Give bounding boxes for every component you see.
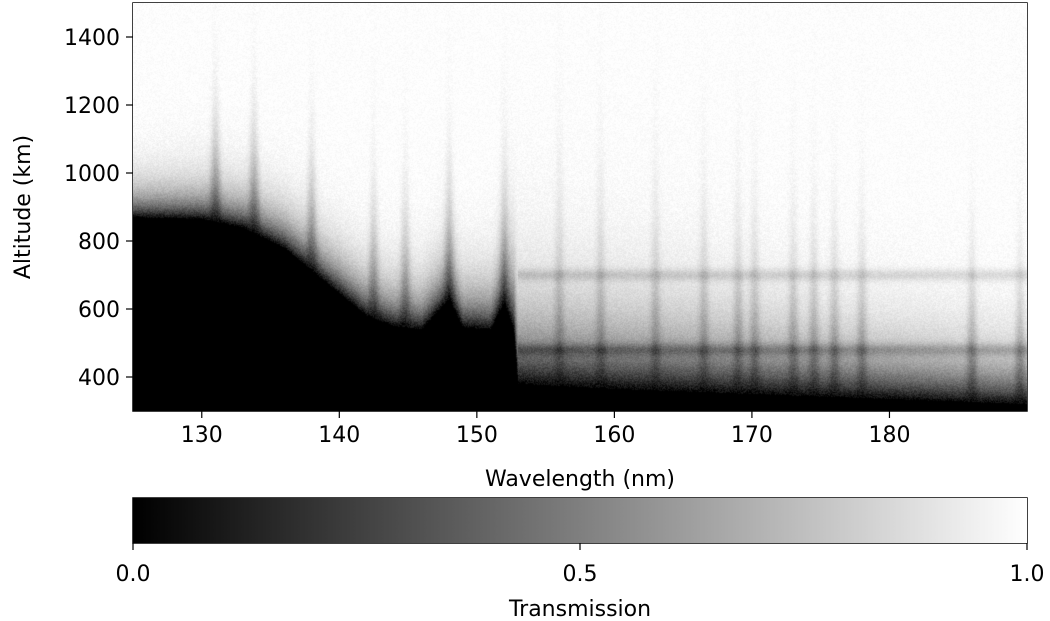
x-tick-label: 160 bbox=[593, 423, 635, 448]
colorbar-tick-label: 0.0 bbox=[116, 562, 151, 587]
y-tick-label: 1000 bbox=[64, 162, 120, 187]
colorbar-tick-label: 1.0 bbox=[1010, 562, 1045, 587]
x-tick-label: 170 bbox=[731, 423, 773, 448]
x-tick-label: 130 bbox=[181, 423, 223, 448]
y-axis-label: Altitude (km) bbox=[11, 135, 36, 279]
x-tick-label: 150 bbox=[456, 423, 498, 448]
y-tick-label: 600 bbox=[78, 298, 120, 323]
y-tick-label: 800 bbox=[78, 230, 120, 255]
colorbar-gradient bbox=[133, 498, 1027, 543]
x-tick-label: 140 bbox=[318, 423, 360, 448]
y-tick-label: 1200 bbox=[64, 94, 120, 119]
x-axis-label: Wavelength (nm) bbox=[485, 467, 675, 492]
colorbar-label: Transmission bbox=[508, 597, 651, 621]
y-tick-label: 400 bbox=[78, 366, 120, 391]
x-tick-label: 180 bbox=[868, 423, 910, 448]
y-tick-label: 1400 bbox=[64, 26, 120, 51]
colorbar-tick-label: 0.5 bbox=[563, 562, 598, 587]
heatmap-image bbox=[133, 3, 1027, 411]
